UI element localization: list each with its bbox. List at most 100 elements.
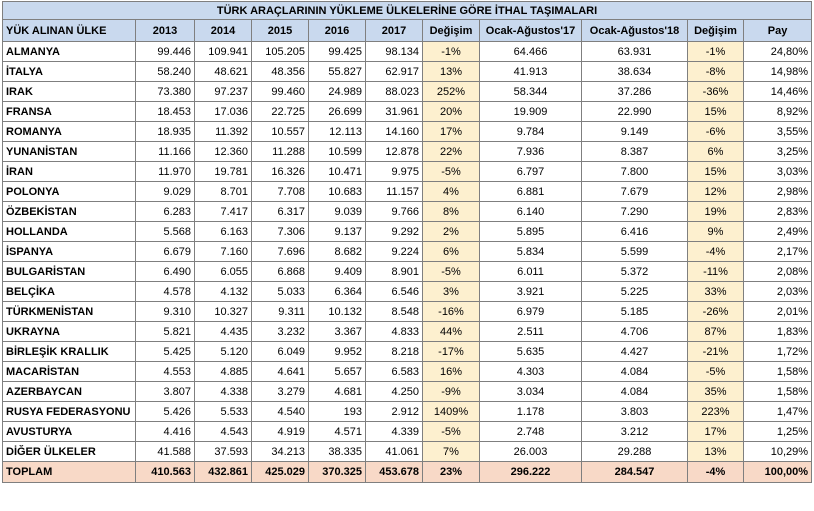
share-cell: 2,01%	[742, 301, 813, 322]
share-cell: 14,98%	[742, 61, 813, 82]
value-cell: 4.084	[581, 361, 688, 382]
change-cell: -5%	[687, 361, 744, 382]
value-cell: 34.213	[251, 441, 309, 462]
value-cell: 1.178	[479, 401, 582, 422]
change-cell: 87%	[687, 321, 744, 342]
value-cell: 4.543	[194, 421, 252, 442]
change-cell: -16%	[422, 301, 480, 322]
value-cell: 2.748	[479, 421, 582, 442]
change-cell: 13%	[422, 61, 480, 82]
total-cell: 370.325	[308, 461, 366, 483]
value-cell: 22.725	[251, 101, 309, 122]
change-cell: 44%	[422, 321, 480, 342]
value-cell: 11.288	[251, 141, 309, 162]
column-header: YÜK ALINAN ÜLKE	[2, 19, 136, 42]
value-cell: 6.546	[365, 281, 423, 302]
value-cell: 24.989	[308, 81, 366, 102]
table-row: AVUSTURYA 4.416 4.543 4.919 4.571 4.339 -5% 2.7…	[2, 421, 813, 442]
value-cell: 10.132	[308, 301, 366, 322]
change-cell: -11%	[687, 261, 744, 282]
value-cell: 12.113	[308, 121, 366, 142]
value-cell: 6.364	[308, 281, 366, 302]
country-cell: TÜRKMENİSTAN	[2, 301, 136, 322]
column-header: 2016	[308, 19, 366, 42]
change-cell: -5%	[422, 261, 480, 282]
change-cell: 22%	[422, 141, 480, 162]
value-cell: 98.134	[365, 41, 423, 62]
table-row: POLONYA 9.029 8.701 7.708 10.683 11.157 4% 6.88…	[2, 181, 813, 202]
total-cell: 410.563	[135, 461, 195, 483]
value-cell: 88.023	[365, 81, 423, 102]
value-cell: 48.356	[251, 61, 309, 82]
change-cell: 17%	[422, 121, 480, 142]
value-cell: 5.120	[194, 341, 252, 362]
change-cell: 19%	[687, 201, 744, 222]
country-cell: POLONYA	[2, 181, 136, 202]
value-cell: 3.232	[251, 321, 309, 342]
change-cell: 35%	[687, 381, 744, 402]
column-header: 2015	[251, 19, 309, 42]
value-cell: 5.895	[479, 221, 582, 242]
value-cell: 6.140	[479, 201, 582, 222]
value-cell: 10.599	[308, 141, 366, 162]
share-cell: 2,17%	[742, 241, 813, 262]
value-cell: 9.409	[308, 261, 366, 282]
value-cell: 17.036	[194, 101, 252, 122]
table-row: BİRLEŞİK KRALLIK 5.425 5.120 6.049 9.952 8.21…	[2, 341, 813, 362]
total-cell: 284.547	[581, 461, 688, 483]
share-cell: 1,25%	[742, 421, 813, 442]
value-cell: 4.578	[135, 281, 195, 302]
value-cell: 97.237	[194, 81, 252, 102]
table-row: HOLLANDA 5.568 6.163 7.306 9.137 9.292 2% 5.895…	[2, 221, 813, 242]
value-cell: 7.306	[251, 221, 309, 242]
value-cell: 18.453	[135, 101, 195, 122]
value-cell: 73.380	[135, 81, 195, 102]
value-cell: 55.827	[308, 61, 366, 82]
value-cell: 11.970	[135, 161, 195, 182]
value-cell: 8.548	[365, 301, 423, 322]
country-cell: BELÇİKA	[2, 281, 136, 302]
value-cell: 4.919	[251, 421, 309, 442]
table-row: MACARİSTAN 4.553 4.885 4.641 5.657 6.583 16% 4.…	[2, 361, 813, 382]
country-cell: İRAN	[2, 161, 136, 182]
total-cell: 296.222	[479, 461, 582, 483]
table-row: RUSYA FEDERASYONU 5.426 5.533 4.540 193 2.912…	[2, 401, 813, 422]
total-cell: 23%	[422, 461, 480, 483]
value-cell: 9.952	[308, 341, 366, 362]
table-row: ROMANYA 18.935 11.392 10.557 12.113 14.160 17%…	[2, 121, 813, 142]
value-cell: 4.571	[308, 421, 366, 442]
value-cell: 5.599	[581, 241, 688, 262]
total-cell: 453.678	[365, 461, 423, 483]
value-cell: 6.317	[251, 201, 309, 222]
change-cell: 15%	[687, 101, 744, 122]
value-cell: 9.137	[308, 221, 366, 242]
value-cell: 10.557	[251, 121, 309, 142]
value-cell: 11.157	[365, 181, 423, 202]
table-row: BULGARİSTAN 6.490 6.055 6.868 9.409 8.901 -5% 6…	[2, 261, 813, 282]
change-cell: -4%	[687, 241, 744, 262]
country-cell: UKRAYNA	[2, 321, 136, 342]
value-cell: 6.283	[135, 201, 195, 222]
change-cell: -26%	[687, 301, 744, 322]
value-cell: 6.416	[581, 221, 688, 242]
total-label: TOPLAM	[2, 461, 136, 483]
value-cell: 3.212	[581, 421, 688, 442]
total-cell: 425.029	[251, 461, 309, 483]
value-cell: 37.593	[194, 441, 252, 462]
table-row: AZERBAYCAN 3.807 4.338 3.279 4.681 4.250 -9% 3.…	[2, 381, 813, 402]
value-cell: 8.901	[365, 261, 423, 282]
value-cell: 7.936	[479, 141, 582, 162]
value-cell: 9.029	[135, 181, 195, 202]
header-row: YÜK ALINAN ÜLKE 2013 2014 2015 2016 2017 Değiş…	[2, 19, 813, 42]
share-cell: 2,03%	[742, 281, 813, 302]
value-cell: 31.961	[365, 101, 423, 122]
country-cell: MACARİSTAN	[2, 361, 136, 382]
change-cell: 2%	[422, 221, 480, 242]
value-cell: 4.833	[365, 321, 423, 342]
value-cell: 9.292	[365, 221, 423, 242]
column-header: Pay	[742, 19, 813, 42]
value-cell: 3.367	[308, 321, 366, 342]
share-cell: 1,58%	[742, 381, 813, 402]
value-cell: 6.679	[135, 241, 195, 262]
change-cell: 16%	[422, 361, 480, 382]
